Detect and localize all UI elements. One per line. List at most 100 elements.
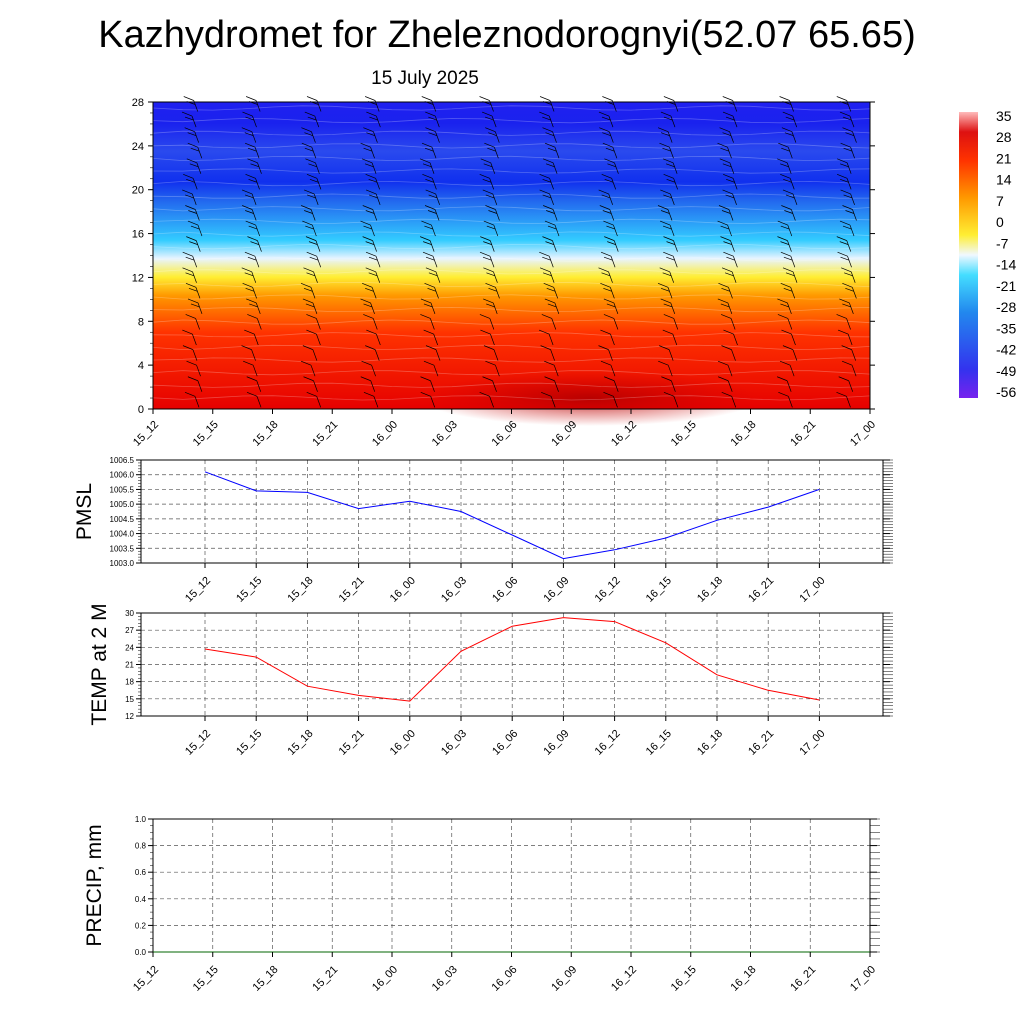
wind-barb-flag	[182, 345, 194, 350]
isotherm-contour	[152, 218, 871, 224]
wind-barb-staff	[609, 209, 615, 221]
wind-barb-flag	[479, 96, 490, 101]
wind-barb	[723, 329, 738, 346]
y-tick-label: 0.0	[135, 948, 147, 957]
wind-barb-flag	[538, 329, 550, 335]
wind-barb-staff	[788, 396, 793, 408]
wind-barb	[539, 267, 555, 283]
wind-barb-flag	[182, 267, 193, 273]
wind-barb-flag	[721, 345, 732, 350]
wind-barb-staff	[727, 365, 733, 377]
wind-barb-flag	[422, 241, 432, 245]
wind-barb-flag	[785, 116, 795, 121]
wind-barb-flag	[182, 329, 193, 335]
wind-barb	[600, 283, 615, 299]
wind-barb-flag	[717, 298, 728, 304]
wind-barb-staff	[430, 302, 436, 315]
x-tick-label: 16_00	[388, 728, 418, 758]
wind-barb-flag	[600, 283, 611, 288]
warm-core-contour	[420, 370, 760, 426]
wind-barb-flag	[724, 272, 734, 277]
wind-barb-flag	[419, 236, 431, 241]
wind-barb-staff	[850, 271, 856, 283]
wind-barb-flag	[662, 272, 672, 277]
wind-barb	[777, 158, 792, 174]
wind-barb-flag	[419, 158, 431, 164]
y-tick-label: 1006.0	[110, 471, 135, 480]
wind-barb-staff	[495, 365, 500, 377]
wind-barb-staff	[548, 256, 554, 268]
wind-barb-staff	[434, 287, 439, 299]
wind-barb-flag	[780, 251, 791, 257]
x-tick-label: 15_21	[310, 964, 340, 994]
wind-barb-staff	[792, 349, 798, 361]
wind-barb-flag	[604, 179, 614, 183]
wind-barb-flag	[723, 241, 733, 245]
x-tick-label: 17_00	[797, 728, 827, 758]
wind-barb-flag	[364, 163, 374, 168]
wind-barb-staff	[787, 224, 793, 237]
wind-barb-staff	[787, 318, 793, 330]
wind-barb	[720, 314, 736, 330]
wind-barb-staff	[192, 349, 198, 361]
wind-barb-flag	[479, 392, 490, 397]
wind-barb-flag	[245, 96, 257, 101]
wind-barb-staff	[668, 349, 674, 361]
wind-barb-flag	[662, 147, 672, 152]
x-tick-label: 15_18	[285, 728, 315, 758]
wind-barb-staff	[375, 333, 381, 346]
y-tick-label: 0.8	[135, 842, 147, 851]
wind-barb-flag	[245, 116, 255, 121]
wind-barb-staff	[789, 365, 795, 377]
wind-barb-flag	[485, 283, 496, 288]
wind-barb-staff	[732, 193, 737, 206]
y-tick-label: 1005.5	[110, 485, 135, 494]
wind-barb	[365, 174, 380, 190]
wind-barb-flag	[542, 256, 551, 261]
wind-barb	[360, 376, 376, 392]
wind-barb-flag	[840, 189, 851, 195]
wind-barb-flag	[539, 111, 550, 117]
x-tick-label: 16_06	[490, 964, 520, 994]
y-tick-label: 16	[132, 229, 144, 241]
wind-barb-flag	[546, 288, 556, 292]
wind-barb-flag	[479, 314, 491, 319]
wind-barb-staff	[612, 147, 618, 159]
wind-barb-flag	[481, 111, 493, 117]
wind-barb-flag	[242, 111, 253, 117]
wind-barb-flag	[247, 158, 258, 164]
wind-barb	[244, 142, 260, 159]
wind-barb-staff	[489, 178, 495, 190]
isotherm-contour	[152, 256, 871, 262]
wind-barb	[839, 220, 855, 237]
isotherm-contour	[152, 206, 871, 212]
wind-barb-flag	[300, 283, 312, 288]
wind-barb-flag	[244, 132, 254, 136]
wind-barb-flag	[780, 174, 791, 179]
wind-barb-staff	[494, 131, 500, 143]
wind-barb-flag	[305, 225, 314, 230]
wind-barb-flag	[839, 179, 849, 183]
wind-barb-staff	[552, 240, 557, 252]
x-tick-label: 15_15	[191, 964, 221, 994]
wind-barb	[362, 236, 377, 252]
wind-barb-flag	[606, 225, 616, 230]
wind-barb-flag	[722, 163, 732, 168]
x-tick-label: 17_00	[848, 419, 878, 449]
wind-barb-flag	[542, 194, 552, 199]
wind-barb-staff	[251, 349, 256, 361]
wind-barb-flag	[485, 127, 496, 132]
wind-barb-staff	[254, 147, 260, 159]
wind-barb-flag	[304, 147, 314, 152]
wind-barb-flag	[425, 256, 435, 261]
wind-barb-flag	[718, 283, 729, 288]
wind-barb	[485, 360, 500, 377]
wind-barb	[717, 360, 733, 377]
wind-barb-flag	[241, 267, 252, 273]
wind-barb	[778, 392, 793, 408]
wind-barb	[599, 205, 615, 221]
wind-barb	[187, 220, 203, 237]
wind-barb	[717, 142, 732, 159]
wind-barb-flag	[184, 127, 195, 132]
wind-barb-flag	[841, 345, 852, 350]
